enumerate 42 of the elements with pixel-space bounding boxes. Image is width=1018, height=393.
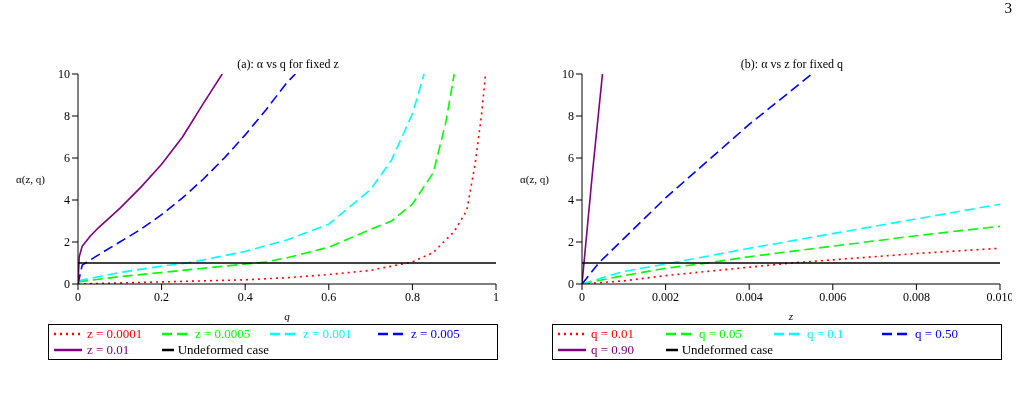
x-tick-label: 0.8 bbox=[404, 289, 420, 304]
y-axis-title: α(z, q) bbox=[520, 172, 550, 186]
y-tick-label: 6 bbox=[568, 151, 574, 166]
legend-label: q = 0.90 bbox=[591, 342, 635, 358]
text: 3 bbox=[1004, 0, 1012, 17]
text: Undeformed case bbox=[177, 342, 269, 358]
chart-title: (a): α vs q for fixed z bbox=[237, 57, 339, 71]
x-tick-label: 0.4 bbox=[237, 289, 253, 304]
y-tick-label: 8 bbox=[568, 109, 574, 124]
legend-label: z = 0.005 bbox=[411, 326, 460, 342]
y-tick-label: 6 bbox=[64, 151, 70, 166]
x-tick-label: 0 bbox=[579, 289, 585, 304]
x-axis-title: q bbox=[284, 310, 291, 322]
legend-label: q = 0.05 bbox=[699, 326, 743, 342]
x-tick-label: 0.6 bbox=[321, 289, 337, 304]
y-tick-label: 8 bbox=[64, 109, 70, 124]
y-tick-label: 4 bbox=[64, 193, 70, 208]
chart-title: (b): α vs z for fixed q bbox=[740, 57, 844, 71]
x-tick-label: 0.004 bbox=[735, 289, 763, 304]
x-axis-title: z bbox=[787, 310, 794, 322]
x-tick-label: 0 bbox=[75, 289, 81, 304]
x-tick-label: 0.008 bbox=[902, 289, 930, 304]
y-tick-label: 10 bbox=[562, 67, 574, 82]
x-tick-label: 0.006 bbox=[819, 289, 847, 304]
legend-label: q = 0.50 bbox=[915, 326, 959, 342]
legend-label: q = 0.01 bbox=[591, 326, 635, 342]
y-tick-label: 0 bbox=[568, 277, 574, 292]
text: Undeformed case bbox=[681, 342, 773, 358]
x-tick-label: 0.002 bbox=[652, 289, 680, 304]
y-tick-label: 4 bbox=[568, 193, 574, 208]
y-tick-label: 2 bbox=[568, 235, 574, 250]
y-axis-title: α(z, q) bbox=[16, 172, 46, 186]
legend-label: z = 0.0005 bbox=[195, 326, 251, 342]
y-tick-label: 0 bbox=[64, 277, 70, 292]
x-tick-label: 0.2 bbox=[154, 289, 170, 304]
x-tick-label: 1 bbox=[493, 289, 499, 304]
legend-label: z = 0.001 bbox=[303, 326, 352, 342]
y-tick-label: 2 bbox=[64, 235, 70, 250]
y-tick-label: 10 bbox=[58, 67, 70, 82]
legend-label: z = 0.0001 bbox=[87, 326, 143, 342]
legend-label: q = 0.1 bbox=[807, 326, 844, 342]
legend-label: z = 0.01 bbox=[87, 342, 130, 358]
